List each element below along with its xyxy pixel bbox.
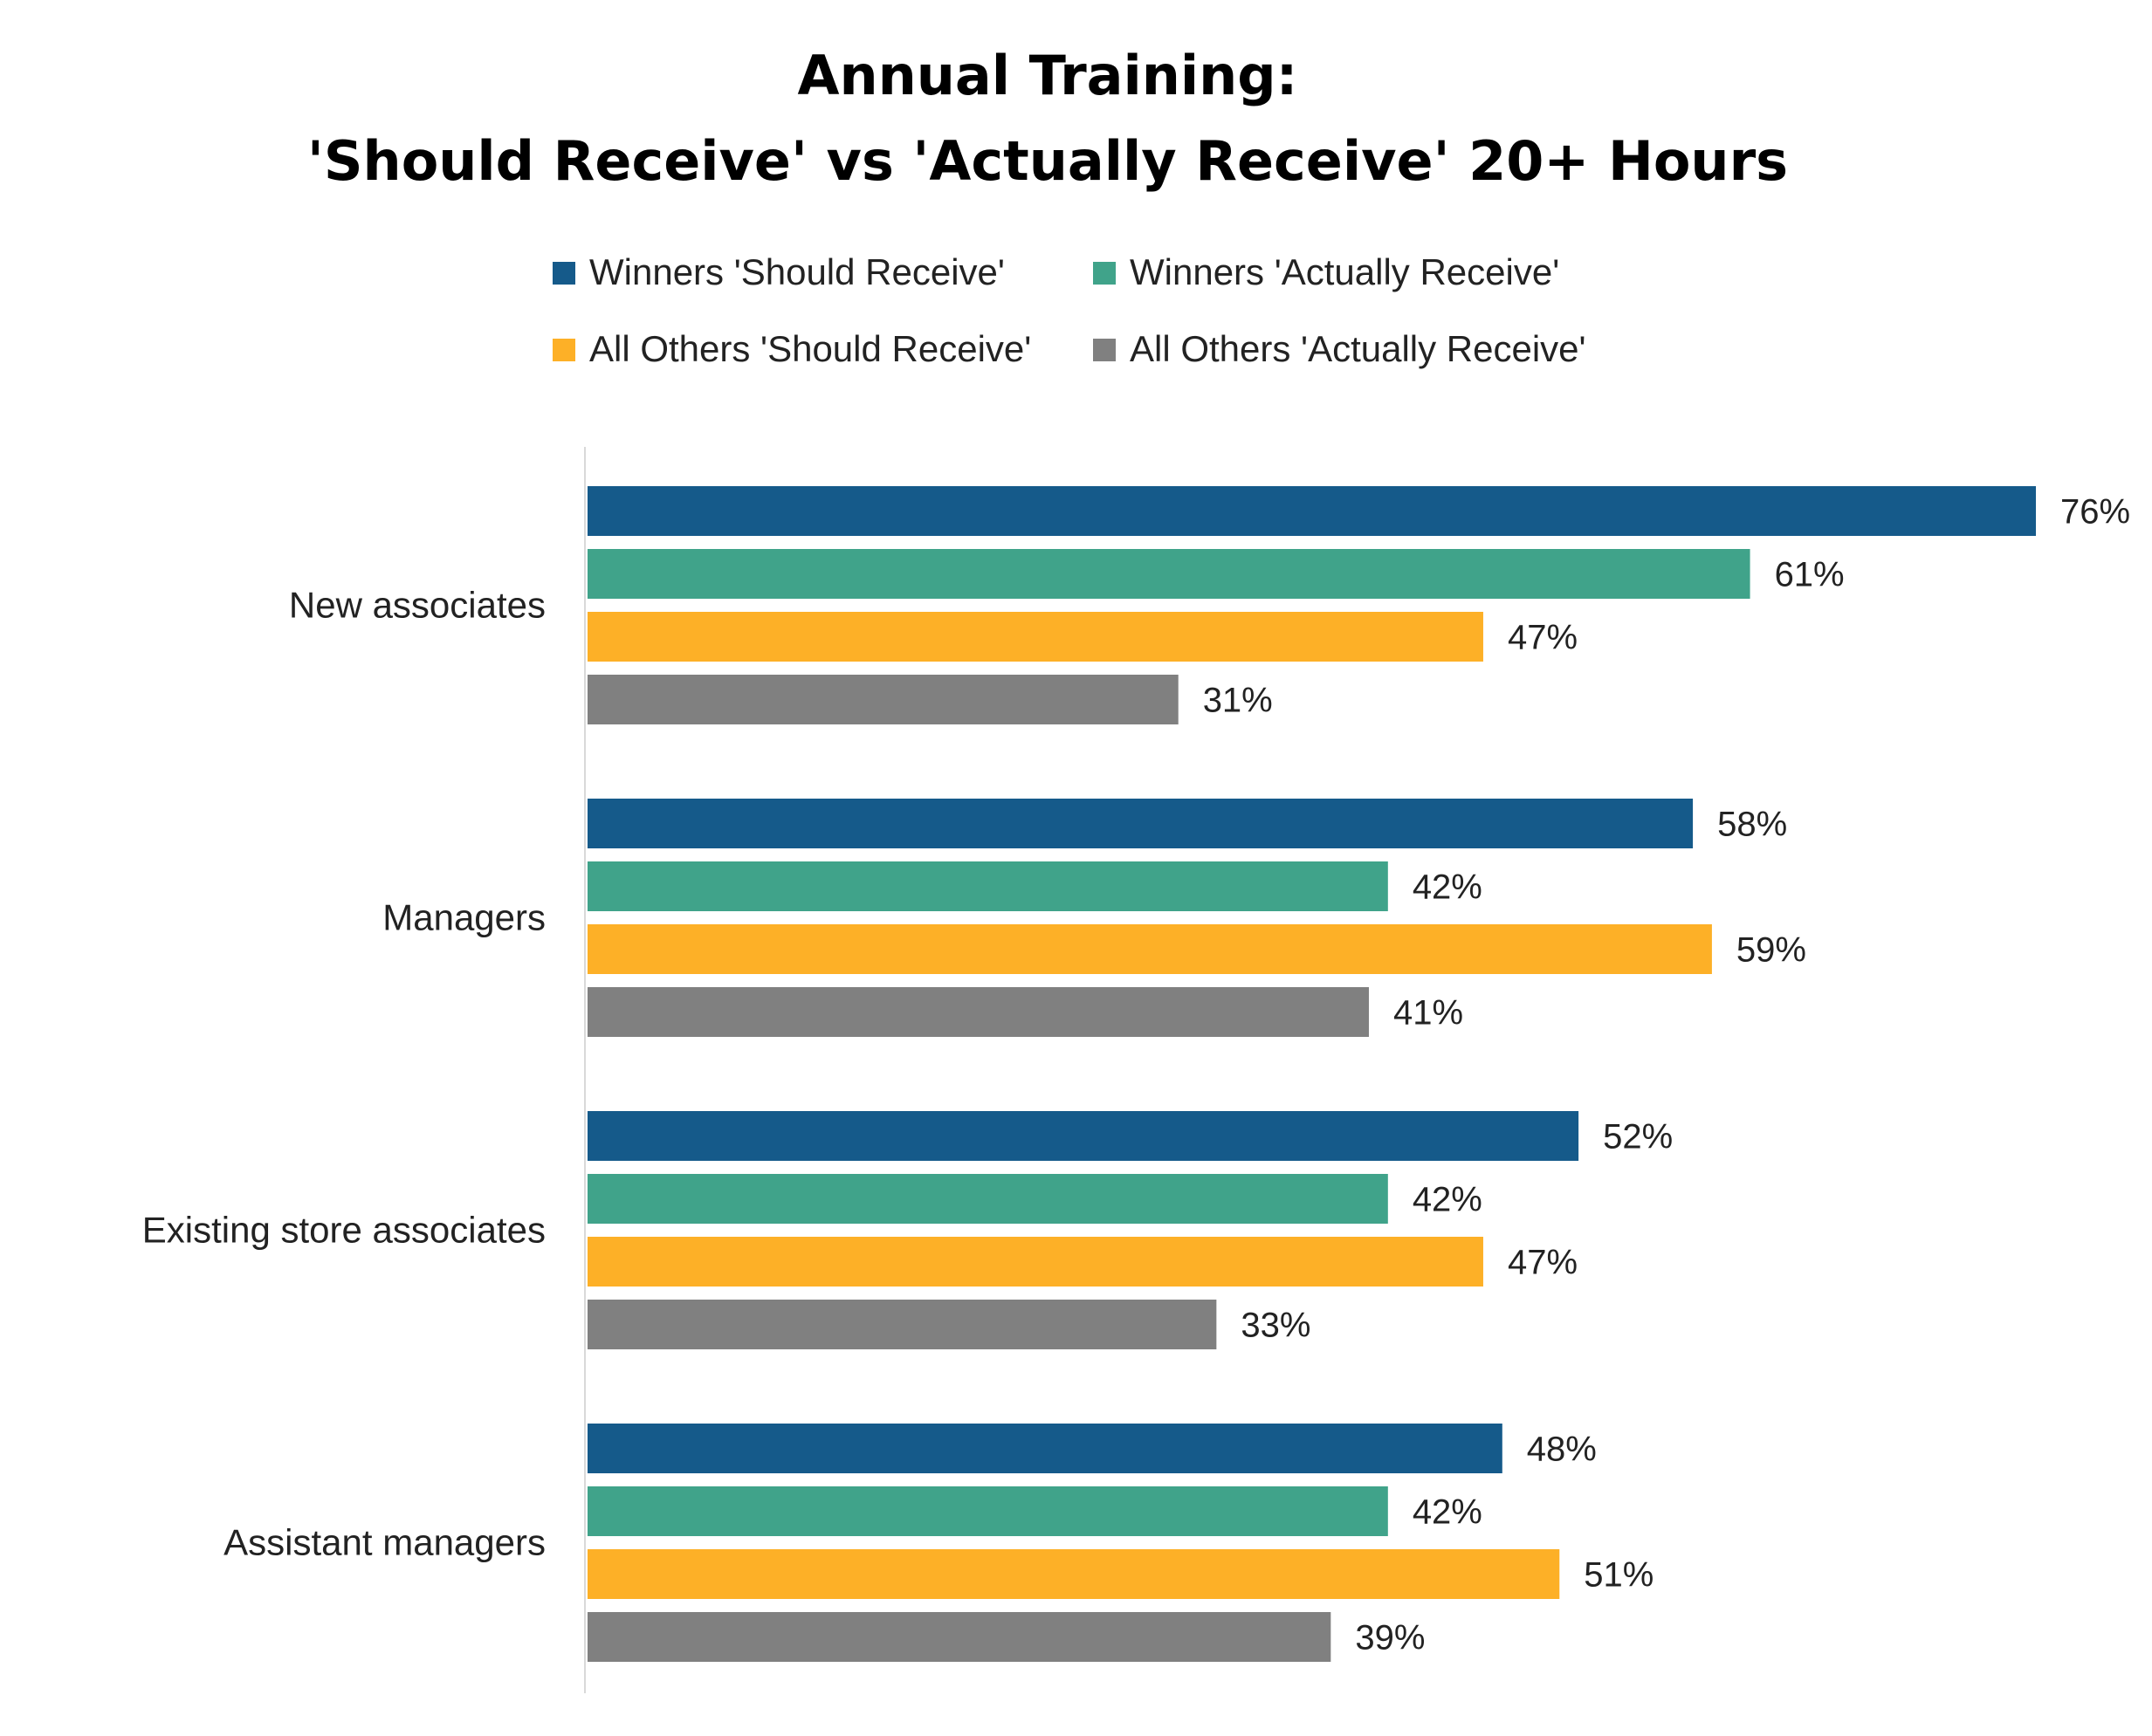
bar-3-2 bbox=[588, 1549, 1559, 1599]
value-label-2-2: 47% bbox=[1508, 1244, 1578, 1282]
bar-1-3 bbox=[588, 987, 1369, 1037]
bar-2-1 bbox=[588, 1174, 1388, 1224]
legend-label-0: Winners 'Should Receive' bbox=[589, 251, 1005, 292]
bar-0-2 bbox=[588, 612, 1483, 662]
legend-swatch-0 bbox=[553, 262, 575, 285]
value-label-2-3: 33% bbox=[1241, 1307, 1310, 1345]
value-label-1-3: 41% bbox=[1393, 994, 1463, 1033]
legend-swatch-1 bbox=[1093, 262, 1116, 285]
value-label-1-2: 59% bbox=[1736, 931, 1806, 970]
plot-area: New associates 76% 61% 47% 31% Managers 58% 42%… bbox=[142, 486, 2130, 1662]
legend-label-3: All Others 'Actually Receive' bbox=[1130, 328, 1586, 369]
bar-0-0 bbox=[588, 486, 2036, 536]
bar-2-0 bbox=[588, 1111, 1578, 1161]
bar-1-2 bbox=[588, 924, 1712, 974]
chart-title-line-2: 'Should Receive' vs 'Actually Receive' 2… bbox=[307, 129, 1788, 193]
category-label-1: Managers bbox=[382, 897, 546, 938]
value-label-1-0: 58% bbox=[1717, 806, 1787, 844]
legend-label-1: Winners 'Actually Receive' bbox=[1130, 251, 1559, 292]
value-label-3-3: 39% bbox=[1355, 1619, 1425, 1657]
bar-2-2 bbox=[588, 1237, 1483, 1287]
value-label-1-1: 42% bbox=[1413, 868, 1482, 907]
legend-swatch-3 bbox=[1093, 339, 1116, 361]
bar-1-1 bbox=[588, 861, 1388, 911]
bar-3-1 bbox=[588, 1486, 1388, 1536]
value-label-2-1: 42% bbox=[1413, 1181, 1482, 1219]
category-label-3: Assistant managers bbox=[223, 1522, 546, 1563]
legend-swatch-2 bbox=[553, 339, 575, 361]
bar-2-3 bbox=[588, 1300, 1216, 1349]
value-label-3-1: 42% bbox=[1413, 1493, 1482, 1532]
value-label-3-2: 51% bbox=[1584, 1556, 1654, 1595]
bar-0-1 bbox=[588, 549, 1750, 599]
chart-title-line-1: Annual Training: bbox=[798, 44, 1298, 107]
value-label-3-0: 48% bbox=[1527, 1431, 1597, 1469]
bar-3-3 bbox=[588, 1612, 1330, 1662]
value-label-0-3: 31% bbox=[1203, 682, 1273, 720]
bar-0-3 bbox=[588, 675, 1179, 724]
legend-label-2: All Others 'Should Receive' bbox=[589, 328, 1031, 369]
value-label-0-2: 47% bbox=[1508, 619, 1578, 657]
value-label-2-0: 52% bbox=[1603, 1118, 1673, 1156]
category-label-2: Existing store associates bbox=[142, 1210, 546, 1251]
bar-3-0 bbox=[588, 1424, 1502, 1473]
category-label-0: New associates bbox=[289, 585, 546, 626]
value-label-0-0: 76% bbox=[2060, 493, 2130, 532]
chart-title: Annual Training: 'Should Receive' vs 'Ac… bbox=[307, 44, 1788, 193]
value-label-0-1: 61% bbox=[1775, 556, 1845, 594]
bar-1-0 bbox=[588, 799, 1693, 848]
legend: Winners 'Should Receive' Winners 'Actuall… bbox=[553, 251, 1586, 369]
